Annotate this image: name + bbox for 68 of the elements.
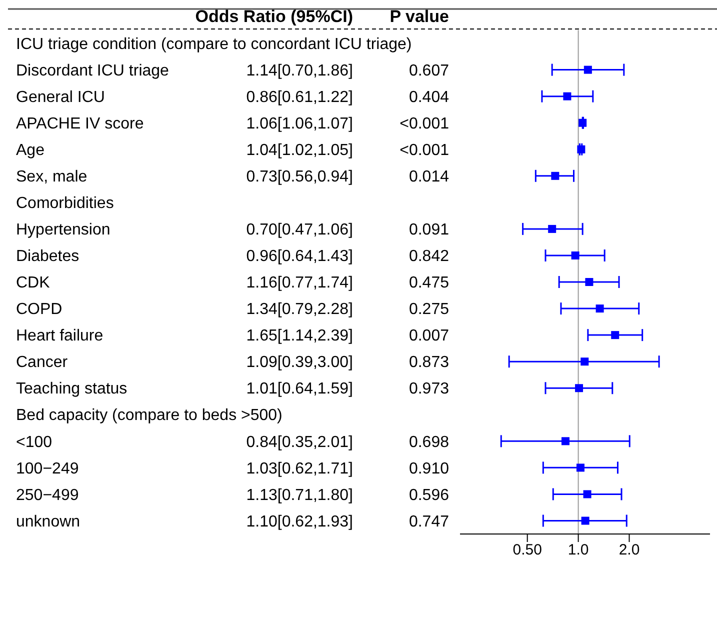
point [578, 118, 587, 127]
y-tick-label: Age [16, 142, 45, 159]
x-tick-label: 0.50 [512, 542, 542, 559]
data-label: 1.10[0.62,1.93] [246, 513, 353, 530]
text: Odds Ratio (95%CI) [195, 7, 353, 26]
point [577, 145, 586, 154]
point [581, 516, 590, 525]
y-tick-label: 100−249 [16, 460, 79, 478]
y-tick-label: APACHE IV score [16, 115, 144, 132]
text: 0.475 [408, 274, 450, 292]
text: 0.973 [408, 380, 450, 398]
text: 0.842 [408, 248, 450, 266]
text: 0.404 [408, 88, 450, 106]
y-tick-label: General ICU [16, 88, 105, 106]
data-label: 1.09[0.39,3.00] [246, 354, 353, 372]
y-tick-label: unknown [16, 513, 80, 530]
y-tick-label: 250−499 [16, 486, 79, 504]
point [583, 490, 592, 498]
y-tick-label: COPD [16, 301, 62, 318]
data-label: 1.16[0.77,1.74] [246, 274, 353, 292]
data-label: 1.01[0.64,1.59] [246, 380, 353, 398]
y-tick-label: Hypertension [16, 222, 110, 239]
data-label: 0.84[0.35,2.01] [246, 434, 353, 451]
text: 0.091 [408, 222, 450, 239]
x-tick-label: 2.0 [618, 542, 640, 559]
text: <0.001 [400, 142, 450, 159]
point [576, 464, 584, 472]
text: 0.607 [408, 62, 450, 80]
y-tick-label: ICU triage condition (compare to concordant ICU triage) [16, 36, 412, 53]
point [575, 384, 584, 392]
data-label: 0.73[0.56,0.94] [246, 168, 353, 186]
y-tick-label: CDK [16, 274, 50, 292]
text: 0.698 [408, 434, 450, 451]
text: 0.014 [408, 168, 450, 186]
y-tick-label: Cancer [16, 354, 68, 372]
text: 0.873 [408, 354, 450, 372]
y-tick-label: Discordant ICU triage [16, 62, 170, 80]
point [563, 92, 572, 100]
text: 0.275 [408, 301, 450, 318]
text: 0.007 [408, 328, 450, 345]
data-label: 1.04[1.02,1.05] [246, 142, 353, 159]
data-label: 0.70[0.47,1.06] [246, 222, 353, 239]
y-tick-label: Heart failure [16, 328, 104, 345]
text: 0.747 [408, 513, 450, 530]
text: 0.596 [408, 486, 450, 504]
point [571, 251, 580, 260]
text: 0.910 [408, 460, 450, 478]
text: <0.001 [400, 115, 450, 132]
data-label: 1.14[0.70,1.86] [246, 62, 353, 80]
point [561, 437, 570, 446]
point [584, 66, 592, 74]
data-label: 1.65[1.14,2.39] [246, 328, 353, 345]
y-tick-label: Sex, male [16, 168, 88, 186]
data-label: 1.13[0.71,1.80] [246, 486, 353, 504]
y-tick-label: <100 [16, 434, 52, 451]
data-label: 0.96[0.64,1.43] [246, 248, 353, 266]
point [585, 278, 594, 286]
point [580, 358, 589, 366]
y-tick-label: Teaching status [16, 380, 128, 398]
x-tick-label: 1.0 [568, 542, 589, 559]
data-label: 1.03[0.62,1.71] [246, 460, 353, 478]
y-tick-label: Bed capacity (compare to beds >500) [16, 407, 282, 424]
y-tick-label: Diabetes [16, 248, 80, 266]
text: P value [390, 7, 449, 26]
y-tick-label: Comorbidities [16, 195, 114, 212]
data-label: 0.86[0.61,1.22] [246, 88, 353, 106]
data-label: 1.34[0.79,2.28] [246, 301, 353, 318]
data-label: 1.06[1.06,1.07] [246, 115, 353, 132]
